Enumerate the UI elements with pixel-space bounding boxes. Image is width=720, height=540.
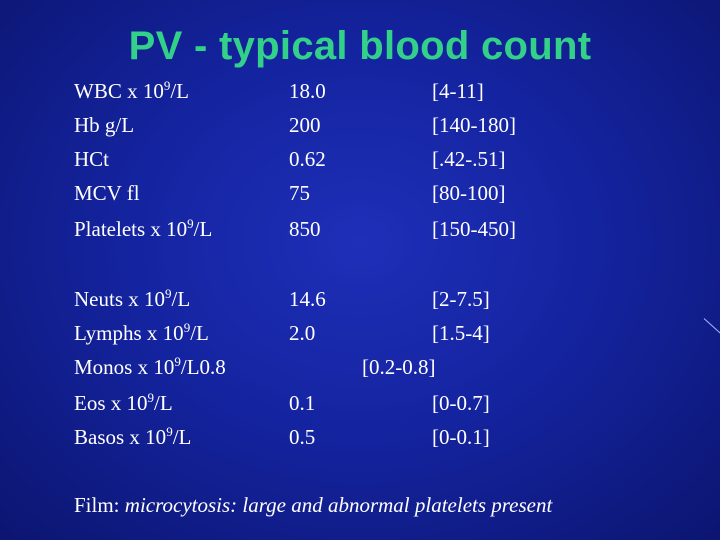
row-range: [.42-.51] xyxy=(432,147,506,171)
row-value: 850 xyxy=(289,217,321,241)
row-value: 14.6 xyxy=(289,287,326,311)
row-value: 18.0 xyxy=(289,79,326,103)
row-range: [0-0.7] xyxy=(432,391,490,415)
row-range: [80-100] xyxy=(432,181,506,205)
row-value: 2.0 xyxy=(289,321,316,345)
row-value: 0.62 xyxy=(289,147,326,171)
row-range: [140-180] xyxy=(432,113,516,137)
row-label: Monos x 109/L0.8 xyxy=(74,354,226,379)
row-range: [4-11] xyxy=(432,79,484,103)
row-range: [0-0.1] xyxy=(432,425,490,449)
slide-title: PV - typical blood count xyxy=(128,24,592,68)
film-text: microcytosis: large and abnormal platele… xyxy=(124,493,553,517)
table-row-monos: Monos x 109/L0.8 [0.2-0.8] xyxy=(0,350,720,384)
table-row-basos: Basos x 109/L 0.5 [0-0.1] xyxy=(0,420,720,454)
row-label: WBC x 109/L xyxy=(74,78,190,103)
table-row-eos: Eos x 109/L 0.1 [0-0.7] xyxy=(0,386,720,420)
row-value: 200 xyxy=(289,113,321,137)
table-row-platelets: Platelets x 109/L 850 [150-450] xyxy=(0,212,720,246)
row-range: [1.5-4] xyxy=(432,321,490,345)
row-label: Lymphs x 109/L xyxy=(74,320,209,345)
table-row-hb: Hb g/L 200 [140-180] xyxy=(0,108,720,142)
table-row-mcv: MCV fl 75 [80-100] xyxy=(0,176,720,210)
film-label: Film: xyxy=(74,493,125,517)
row-value: 0.1 xyxy=(289,391,316,415)
table-row-wbc: WBC x 109/L 18.0 [4-11] xyxy=(0,74,720,108)
row-range: [0.2-0.8] xyxy=(362,355,436,379)
row-label: Basos x 109/L xyxy=(74,424,192,449)
row-label: Eos x 109/L xyxy=(74,390,173,415)
table-row-neuts: Neuts x 109/L 14.6 [2-7.5] xyxy=(0,282,720,316)
row-value: 0.5 xyxy=(289,425,316,449)
row-range: [2-7.5] xyxy=(432,287,490,311)
row-value: 75 xyxy=(289,181,310,205)
row-label: Hb g/L xyxy=(74,113,135,137)
row-label: Platelets x 109/L xyxy=(74,216,213,241)
table-row-hct: HCt 0.62 [.42-.51] xyxy=(0,142,720,176)
table-row-lymphs: Lymphs x 109/L 2.0 [1.5-4] xyxy=(0,316,720,350)
film-note: Film: microcytosis: large and abnormal p… xyxy=(74,489,552,521)
row-label: HCt xyxy=(74,147,110,171)
row-range: [150-450] xyxy=(432,217,516,241)
row-label: MCV fl xyxy=(74,181,140,205)
row-label: Neuts x 109/L xyxy=(74,286,191,311)
